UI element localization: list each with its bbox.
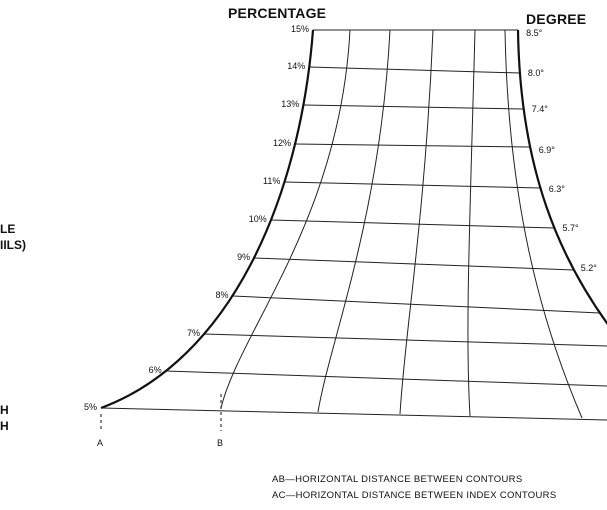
grid-row-line (270, 219, 555, 229)
degree-tick-label: 5.2° (581, 263, 598, 273)
percentage-tick-label: 12% (273, 138, 291, 148)
grid-row-line (284, 181, 541, 189)
degree-tick-label: 8.5° (526, 28, 543, 38)
grid-row-line (254, 257, 575, 271)
percentage-tick-label: 10% (249, 214, 267, 224)
percentage-tick-label: 14% (287, 61, 305, 71)
degree-tick-label: 5.7° (563, 223, 580, 233)
percentage-tick-label: 8% (215, 290, 228, 300)
degree-tick-label: 6.9° (539, 145, 556, 155)
grid-column-curve (317, 29, 391, 413)
scale-grid (100, 29, 607, 421)
percentage-tick-labels: 15% 14% 13% 12% 11% 10% 9% 8% 7% 6% 5% (84, 24, 309, 412)
grid-column-curve (504, 29, 583, 419)
grid-column-curve (220, 29, 351, 409)
point-a-label: A (97, 438, 103, 448)
percentage-boundary-curve (100, 29, 315, 410)
point-b-label: B (217, 438, 223, 448)
cropped-label-fragment-1: LE (0, 222, 15, 236)
grid-row-line (309, 66, 520, 74)
grid-row-line (203, 333, 607, 347)
cropped-label-fragment-3: H (0, 403, 9, 417)
degree-title: DEGREE (526, 11, 586, 27)
grid-row-line (232, 295, 600, 314)
grid-row-line (303, 104, 524, 110)
degree-tick-label: 8.0° (528, 68, 545, 78)
percentage-tick-label: 15% (291, 24, 309, 34)
percentage-title: PERCENTAGE (228, 5, 326, 21)
degree-tick-labels: 8.5° 8.0° 7.4° 6.9° 6.3° 5.7° 5.2° (526, 28, 597, 273)
degree-tick-label: 7.4° (532, 104, 549, 114)
grid-row-line (294, 143, 531, 148)
grid-row-line (100, 407, 607, 421)
legend-ac: AC—HORIZONTAL DISTANCE BETWEEN INDEX CON… (272, 490, 556, 501)
degree-tick-label: 6.3° (549, 184, 566, 194)
percentage-tick-label: 11% (263, 176, 280, 186)
percentage-tick-label: 5% (84, 402, 97, 412)
percentage-tick-label: 7% (187, 328, 200, 338)
grid-column-curve (399, 29, 434, 415)
percentage-tick-label: 6% (149, 365, 162, 375)
legend-ab: AB—HORIZONTAL DISTANCE BETWEEN CONTOURS (272, 474, 522, 485)
grid-column-curve (467, 29, 476, 417)
degree-boundary-curve (516, 29, 607, 325)
cropped-label-fragment-4: H (0, 419, 9, 433)
percentage-tick-label: 9% (237, 252, 250, 262)
percentage-tick-label: 13% (281, 99, 299, 109)
grid-row-line (165, 370, 607, 387)
cropped-label-fragment-2: IILS) (0, 238, 26, 252)
